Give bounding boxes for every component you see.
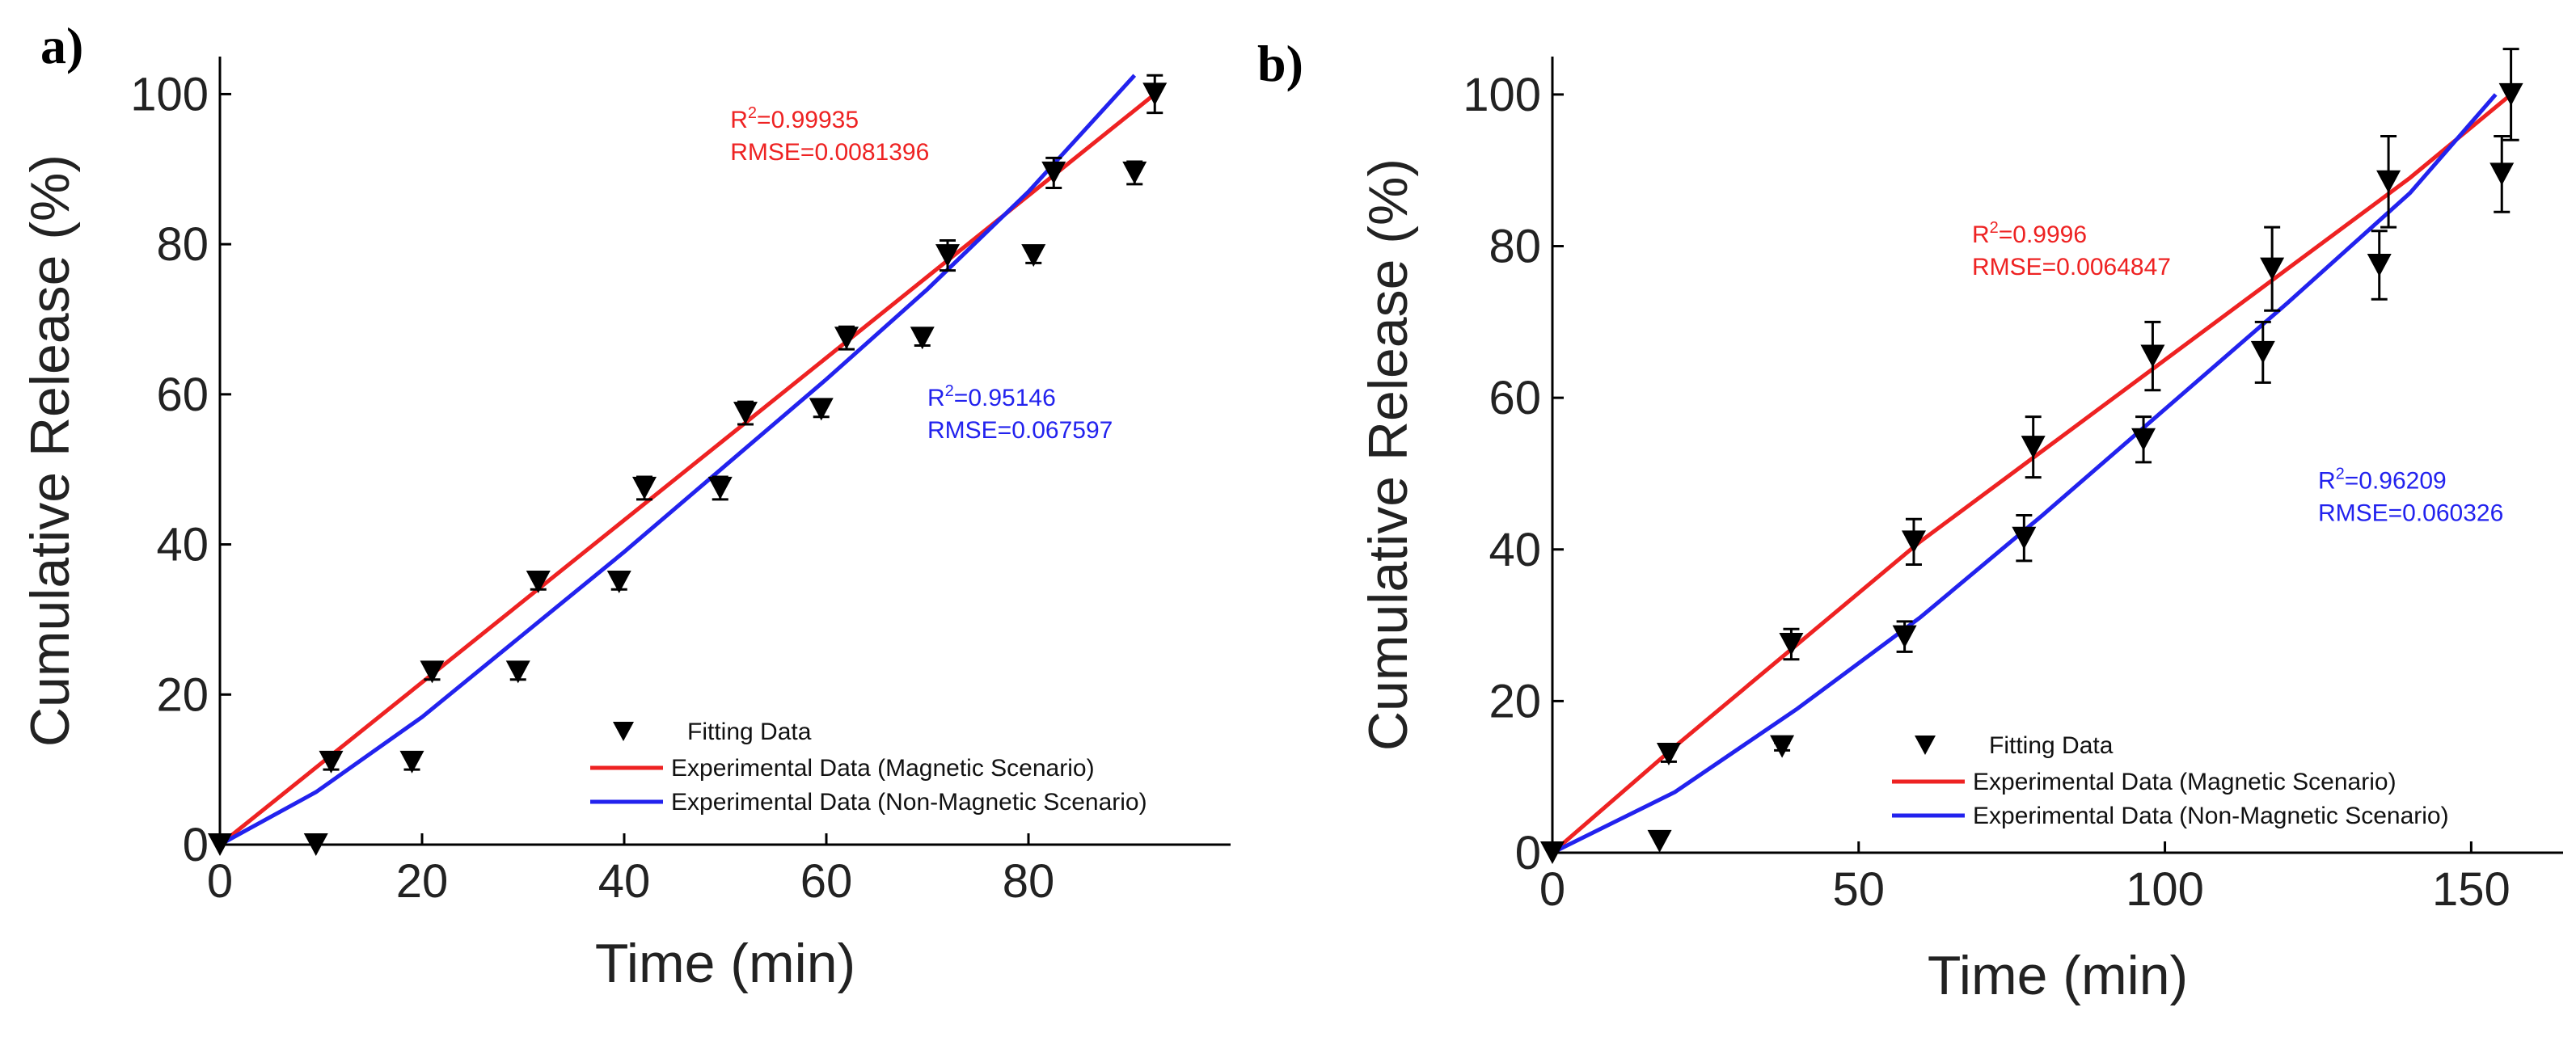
data-point (2131, 428, 2156, 451)
data-point (1770, 735, 1795, 758)
data-point (2260, 257, 2285, 280)
legend-label: Fitting Data (1989, 732, 2114, 759)
rmse-annotation: RMSE=0.067597 (927, 417, 1113, 444)
data-point (420, 660, 445, 684)
y-tick-label: 80 (156, 218, 209, 271)
data-point (2376, 170, 2401, 193)
data-point (834, 327, 859, 350)
series-line (218, 74, 1137, 847)
data-point (1122, 161, 1147, 184)
legend-label: Experimental Data (Non-Magnetic Scenario… (1973, 803, 2449, 829)
y-tick-label: 60 (1489, 372, 1541, 424)
data-point (208, 833, 232, 856)
r-squared-annotation: R2=0.95146 (927, 382, 1056, 411)
x-tick-label: 150 (2432, 863, 2511, 916)
data-point (1647, 829, 1672, 853)
y-tick-label: 40 (156, 519, 209, 571)
data-point (526, 571, 551, 593)
rmse-annotation: RMSE=0.0081396 (730, 139, 929, 166)
series-line (1551, 92, 2513, 854)
x-tick-label: 40 (598, 855, 651, 908)
data-point (809, 398, 834, 421)
y-tick-label: 20 (156, 668, 209, 721)
legend-label: Experimental Data (Non-Magnetic Scenario… (671, 789, 1147, 816)
data-point (2489, 162, 2515, 186)
r-squared-annotation: R2=0.99935 (730, 104, 859, 133)
r-squared-annotation: R2=0.9996 (1972, 219, 2087, 248)
y-axis-title: Cumulative Release (%) (1358, 158, 1419, 751)
data-point (1540, 841, 1565, 864)
panel-label: b) (1257, 35, 1303, 92)
data-point (2250, 340, 2275, 364)
x-axis-title: Time (min) (595, 933, 855, 994)
x-tick-label: 100 (2126, 863, 2204, 916)
x-axis-title: Time (min) (1928, 945, 2188, 1006)
data-point (2498, 82, 2523, 106)
y-tick-label: 20 (1489, 675, 1541, 727)
data-point (505, 660, 530, 684)
data-point (1142, 82, 1168, 106)
x-tick-label: 80 (1003, 855, 1055, 908)
data-point (399, 750, 424, 774)
x-tick-label: 20 (396, 855, 449, 908)
r-squared-annotation: R2=0.96209 (2318, 466, 2447, 495)
panel-label: a) (40, 17, 83, 74)
chart-panel-a: a) 0 20 40 60 80 0 20 40 60 80 100 Time (min) Cumulat… (19, 17, 1231, 994)
data-point (1779, 633, 1804, 656)
data-point (935, 244, 960, 268)
data-point (606, 571, 631, 593)
rmse-annotation: RMSE=0.0064847 (1972, 254, 2171, 280)
data-point (910, 327, 935, 350)
data-point (2021, 436, 2046, 459)
series-line (1551, 93, 2498, 855)
data-point (1901, 530, 1926, 554)
y-tick-label: 100 (1463, 69, 1541, 121)
data-point (733, 402, 758, 425)
data-point (319, 750, 344, 774)
legend-marker-fitting (613, 722, 634, 741)
y-tick-label: 0 (1515, 827, 1541, 879)
x-tick-label: 50 (1833, 863, 1886, 916)
legend-label: Experimental Data (Magnetic Scenario) (1973, 769, 2397, 795)
legend-label: Experimental Data (Magnetic Scenario) (671, 755, 1095, 782)
x-tick-label: 0 (1539, 863, 1565, 916)
data-point (1021, 244, 1046, 268)
data-point (303, 833, 328, 856)
data-point (2012, 526, 2037, 550)
data-point (1656, 743, 1681, 766)
y-tick-label: 60 (156, 369, 209, 421)
data-point (2140, 344, 2165, 368)
data-point (1041, 161, 1066, 184)
rmse-annotation: RMSE=0.060326 (2318, 500, 2503, 527)
legend-marker-fitting (1915, 736, 1936, 755)
data-point (2367, 253, 2392, 276)
y-tick-label: 80 (1489, 221, 1541, 273)
x-tick-label: 0 (207, 855, 233, 908)
data-point (707, 476, 733, 500)
y-tick-label: 40 (1489, 524, 1541, 576)
data-point (1892, 625, 1917, 648)
x-tick-label: 60 (800, 855, 853, 908)
y-tick-label: 100 (130, 68, 209, 120)
chart-panel-b: b) 0 50 100 150 0 20 40 60 80 100 Time (min) Cumulat… (1257, 35, 2563, 1006)
data-point (632, 476, 657, 500)
legend-label: Fitting Data (687, 719, 812, 745)
y-axis-title: Cumulative Release (%) (19, 154, 81, 747)
y-tick-label: 0 (183, 819, 209, 871)
